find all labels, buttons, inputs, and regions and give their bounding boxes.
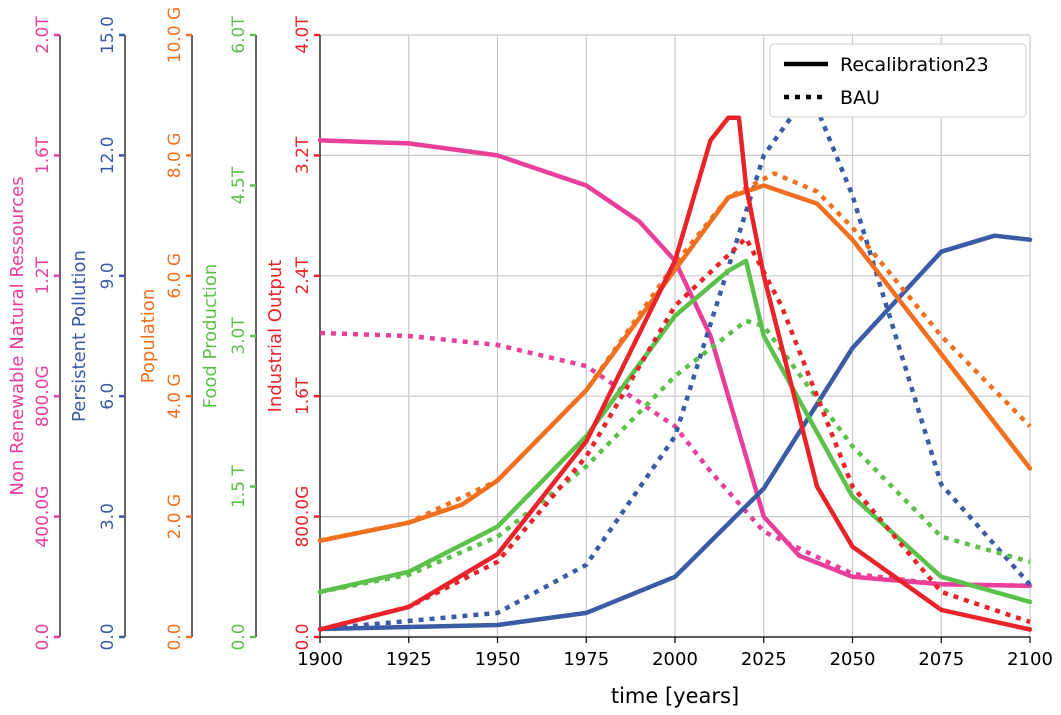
- legend-label-recalibration23: Recalibration23: [840, 54, 989, 76]
- y-tick-label-pop-5: 10.0 G: [165, 7, 185, 63]
- y-tick-label-io-4: 3.2T: [293, 136, 313, 174]
- y-tick-label-food-1: 1.5 T: [229, 464, 249, 507]
- x-tick-label-2100: 2100: [1007, 649, 1053, 670]
- x-axis-label: time [years]: [611, 684, 739, 708]
- y-axis-label-nr: Non Renewable Natural Ressources: [7, 176, 28, 495]
- x-tick-label-2050: 2050: [830, 649, 876, 670]
- series-population-bau: [319, 171, 1032, 543]
- x-tick-label-1925: 1925: [386, 649, 432, 670]
- y-axis-label-food: Food Production: [200, 264, 221, 409]
- y-tick-label-io-2: 1.6T: [293, 377, 313, 415]
- y-tick-label-pp-4: 12.0: [98, 136, 118, 174]
- y-axis-label-pop: Population: [138, 289, 159, 384]
- series-food-production-bau: [319, 318, 1031, 595]
- y-axis-pop: 0.0 2.0 G 4.0 G 6.0 G 8.0 G 10.0 G Population: [138, 7, 193, 651]
- x-tick-label-1950: 1950: [475, 649, 521, 670]
- y-axis-io: 0.0 800.0G 1.6T 2.4T 3.2T 4.0T Industrial Outp…: [265, 16, 320, 651]
- y-tick-label-nr-1: 400.0G: [33, 486, 53, 548]
- y-axis-nr: 0.0 400.0G 800.0G 1.2T 1.6T 2.0T Non Renewable…: [7, 16, 61, 651]
- y-tick-label-pop-2: 4.0 G: [165, 373, 185, 419]
- y-tick-label-pp-5: 15.0: [98, 16, 118, 54]
- y-tick-label-pp-3: 9.0: [98, 262, 118, 289]
- y-tick-label-nr-5: 2.0T: [33, 16, 53, 54]
- y-tick-label-food-3: 4.5T: [229, 166, 249, 204]
- x-tick-label-1900: 1900: [297, 649, 343, 670]
- series-industrial-output-recalibration23: [317, 115, 1033, 632]
- y-tick-label-nr-2: 800.0G: [33, 365, 53, 427]
- y-axis-label-pp: Persistent Pollution: [69, 250, 90, 422]
- y-tick-label-pp-2: 6.0: [98, 383, 118, 410]
- series-persistent-pollution-bau: [319, 88, 1032, 632]
- y-tick-label-food-2: 3.0T: [229, 317, 249, 355]
- series-industrial-output-bau: [319, 235, 1031, 632]
- legend-box: [769, 43, 1027, 118]
- y-axis-label-io: Industrial Output: [265, 260, 286, 413]
- series-food-production-recalibration23: [317, 258, 1033, 605]
- series-non-renewable-natural-ressources-bau: [319, 330, 1031, 589]
- y-tick-label-pp-1: 3.0: [98, 503, 118, 530]
- x-axis: 1900 1925 1950 1975 2000 2025 2050 2075 2100: [297, 637, 1053, 670]
- y-tick-label-io-3: 2.4T: [293, 256, 313, 294]
- legend: Recalibration23 BAU: [769, 43, 1027, 118]
- y-tick-label-nr-0: 0.0: [33, 623, 53, 650]
- y-tick-label-pop-1: 2.0 G: [165, 494, 185, 540]
- y-tick-label-food-4: 6.0T: [229, 16, 249, 54]
- x-tick-label-1975: 1975: [563, 649, 609, 670]
- y-tick-label-io-0: 0.0: [293, 623, 313, 650]
- y-tick-label-nr-4: 1.6T: [33, 136, 53, 174]
- y-tick-label-io-1: 800.0G: [293, 486, 313, 548]
- y-tick-label-io-5: 4.0T: [293, 16, 313, 54]
- y-tick-label-food-0: 0.0: [229, 623, 249, 650]
- x-tick-label-2075: 2075: [918, 649, 964, 670]
- series-persistent-pollution-recalibration23: [317, 233, 1033, 632]
- x-tick-label-2025: 2025: [741, 649, 787, 670]
- y-tick-label-pop-4: 8.0 G: [165, 133, 185, 179]
- x-tick-label-2000: 2000: [652, 649, 698, 670]
- grid-layer: [319, 34, 1031, 638]
- y-axes: 0.0 400.0G 800.0G 1.2T 1.6T 2.0T Non Renewable…: [7, 7, 320, 651]
- y-tick-label-pp-0: 0.0: [98, 623, 118, 650]
- y-axis-pp: 0.0 3.0 6.0 9.0 12.0 15.0 Persistent Pollution: [69, 16, 126, 651]
- legend-label-bau: BAU: [840, 87, 880, 109]
- y-tick-label-pop-0: 0.0: [165, 623, 185, 650]
- y-tick-label-nr-3: 1.2T: [33, 256, 53, 294]
- series-layer: [317, 88, 1033, 632]
- y-tick-label-pop-3: 6.0 G: [165, 253, 185, 299]
- y-axis-food: 0.0 1.5 T 3.0T 4.5T 6.0T Food Production: [200, 16, 257, 651]
